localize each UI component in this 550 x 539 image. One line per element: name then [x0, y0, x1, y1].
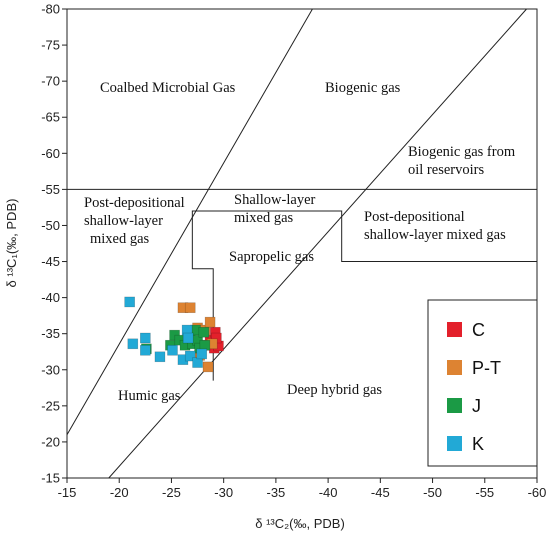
x-axis-label: δ ¹³C₂(‰, PDB)	[255, 516, 345, 531]
x-tick-label: -35	[266, 485, 285, 500]
boundary-line	[66, 8, 313, 435]
data-point	[140, 344, 151, 356]
y-tick-label: -50	[41, 218, 60, 233]
y-tick-label: -40	[41, 290, 60, 305]
x-tick-label: -30	[214, 485, 233, 500]
region-label: mixed gas	[234, 210, 294, 226]
region-label: shallow-layer mixed gas	[364, 227, 506, 243]
legend-label: K	[472, 434, 484, 454]
data-point	[202, 361, 214, 373]
data-point	[127, 338, 139, 350]
y-tick-label: -60	[41, 146, 60, 161]
region-label: Post-depositional	[364, 209, 465, 225]
x-tick-label: -60	[528, 485, 547, 500]
data-point	[204, 316, 216, 328]
y-tick-label: -45	[41, 254, 60, 269]
boundary-line	[108, 8, 527, 479]
x-tick-label: -45	[371, 485, 390, 500]
data-point	[184, 302, 196, 314]
x-tick-label: -55	[475, 485, 494, 500]
y-tick-label: -30	[41, 362, 60, 377]
x-tick-label: -50	[423, 485, 442, 500]
region-label: Biogenic gas from	[408, 144, 516, 160]
y-axis-label: δ ¹³C₁(‰, PDB)	[4, 199, 19, 288]
legend-label: J	[472, 396, 481, 416]
legend-swatch	[447, 398, 462, 413]
legend-label: P-T	[472, 358, 501, 378]
y-tick-label: -65	[41, 110, 60, 125]
region-label: mixed gas	[90, 231, 150, 247]
data-point	[196, 348, 208, 360]
y-tick-label: -35	[41, 326, 60, 341]
region-label: Humic gas	[118, 388, 181, 404]
y-tick-label: -80	[41, 2, 60, 17]
y-tick-label: -20	[41, 434, 60, 449]
y-tick-label: -25	[41, 398, 60, 413]
data-point	[167, 344, 178, 356]
x-tick-label: -15	[58, 485, 77, 500]
legend-swatch	[447, 436, 462, 451]
y-tick-label: -75	[41, 38, 60, 53]
data-point	[154, 351, 166, 363]
region-label: shallow-layer	[84, 213, 163, 229]
x-tick-label: -40	[319, 485, 338, 500]
y-tick-label: -70	[41, 74, 60, 89]
region-label: oil reservoirs	[408, 162, 484, 178]
data-point	[124, 296, 135, 308]
data-point	[198, 326, 210, 338]
legend-box	[427, 299, 538, 467]
region-label: Deep hybrid gas	[287, 382, 382, 398]
y-tick-label: -55	[41, 182, 60, 197]
region-label: Sapropelic gas	[229, 249, 314, 265]
legend-swatch	[447, 322, 462, 337]
data-point	[140, 332, 151, 344]
legend-label: C	[472, 320, 485, 340]
data-point	[182, 332, 194, 344]
region-label: Coalbed Microbial Gas	[100, 80, 236, 96]
legend-swatch	[447, 360, 462, 375]
data-point	[184, 350, 196, 362]
x-tick-label: -20	[110, 485, 129, 500]
boundary-line	[191, 210, 537, 381]
x-tick-label: -25	[162, 485, 181, 500]
plot-frame	[66, 8, 538, 479]
y-tick-label: -15	[41, 471, 60, 486]
region-label: Post-depositional	[84, 195, 185, 211]
region-label: Shallow-layer	[234, 192, 316, 208]
region-label: Biogenic gas	[325, 80, 401, 96]
data-point	[169, 329, 180, 341]
